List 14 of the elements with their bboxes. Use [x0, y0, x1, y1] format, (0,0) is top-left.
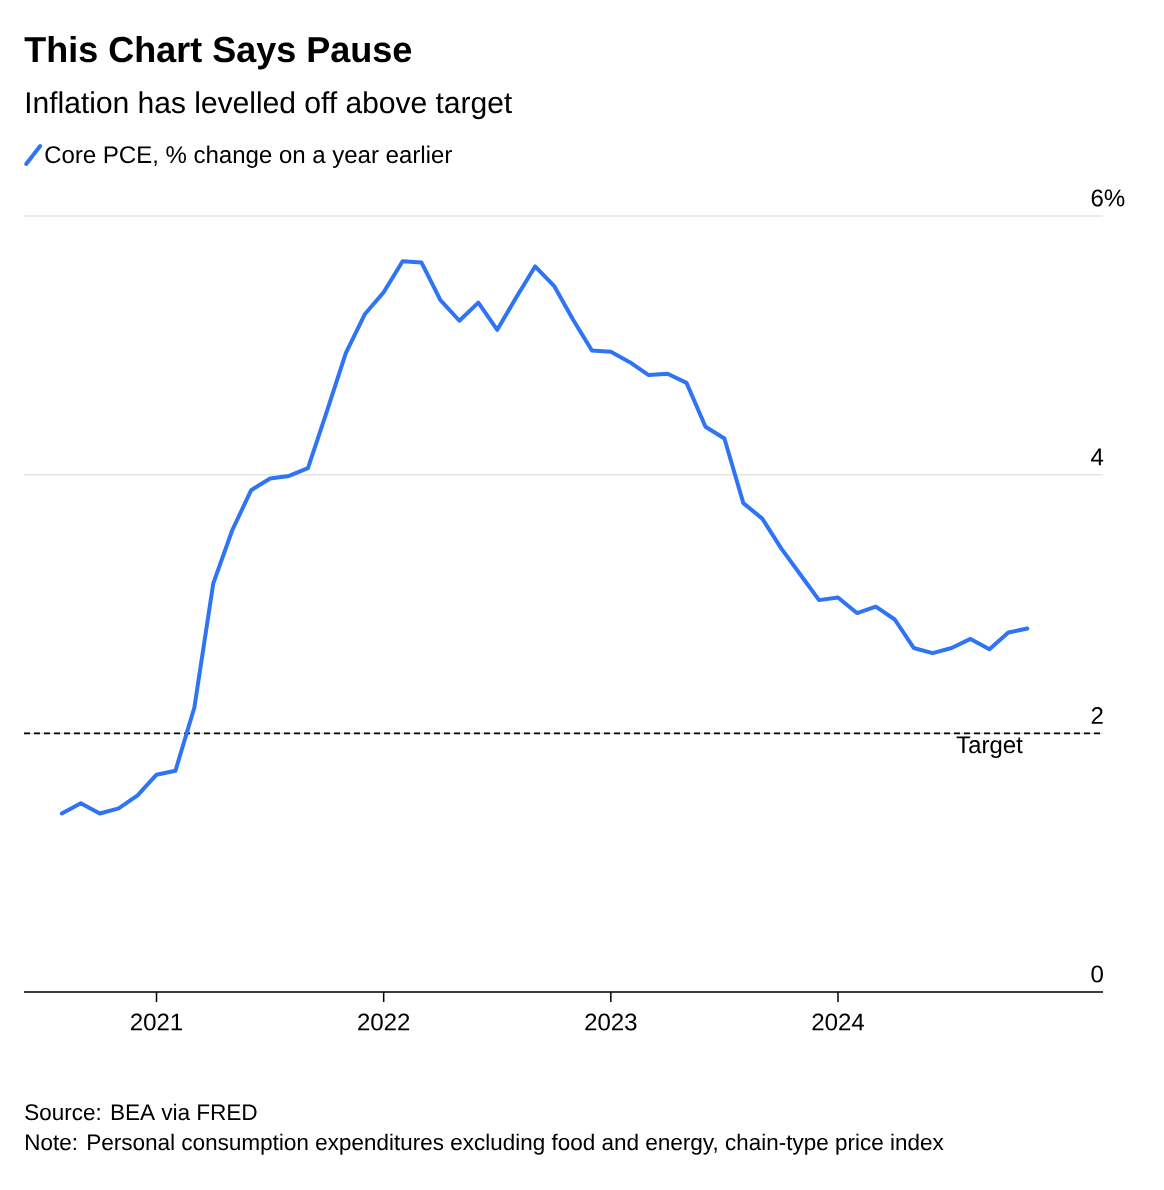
chart-subtitle: Inflation has levelled off above target — [26, 91, 513, 120]
x-tick-label: 2024 — [812, 1013, 864, 1031]
x-tick-label: 2022 — [358, 1013, 410, 1031]
ref-line-label: Target — [956, 736, 1023, 759]
source-note: Source: BEA via FRED — [25, 1103, 257, 1121]
y-tick-label: 2 — [1091, 707, 1103, 724]
y-tick-label: 6% — [1091, 189, 1125, 207]
y-tick-label: 0 — [1091, 965, 1103, 983]
legend-label: Core PCE, % change on a year earlier — [45, 145, 452, 168]
text: Note: Personal consumption expenditures excluding food and energy, chain-type price index — [26, 1133, 944, 1155]
x-tick-label: 2023 — [585, 1013, 637, 1031]
chart-title: This Chart Says Pause — [24, 35, 412, 70]
y-tick-label: 4 — [1091, 448, 1104, 466]
x-tick-label: 2021 — [131, 1013, 183, 1031]
